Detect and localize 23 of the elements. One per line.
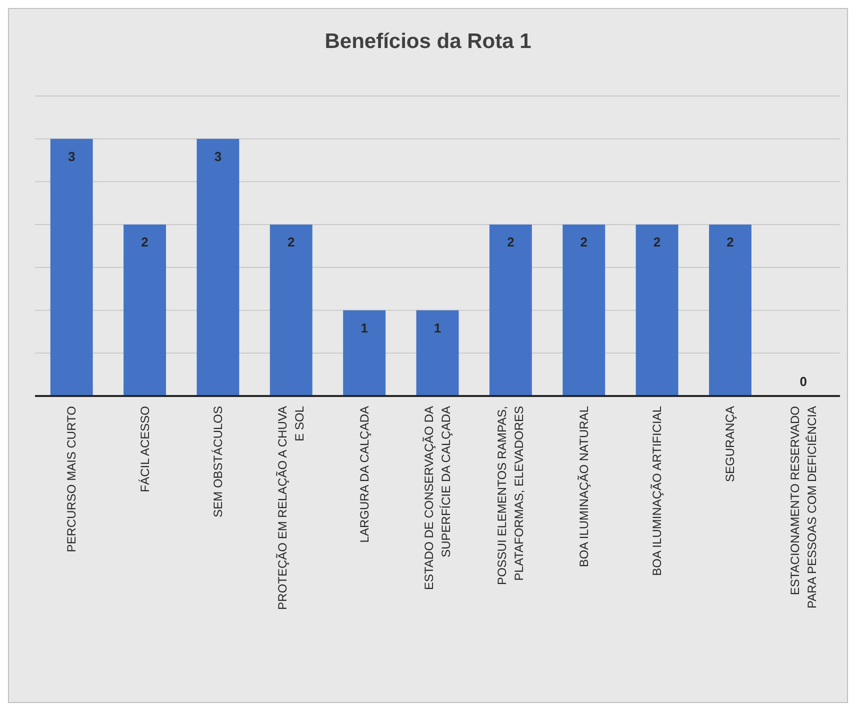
x-tick-label: ESTACIONAMENTO RESERVADO PARA PESSOAS COM DEFICIÊNCIA bbox=[788, 406, 819, 608]
x-tick-label: BOA ILUMINAÇÃO ARTIFICIAL bbox=[650, 406, 664, 576]
data-label: 2 bbox=[288, 234, 295, 250]
x-tick-label: POSSUI ELEMENTOS RAMPAS, PLATAFORMAS, ELEVADORES bbox=[495, 406, 526, 585]
data-label: 2 bbox=[580, 234, 588, 250]
data-label: 1 bbox=[434, 320, 442, 336]
x-tick-label: ESTADO DE CONSERVAÇÃO DA SUPERFÍCIE DA CALÇADA bbox=[422, 406, 453, 590]
data-label: 2 bbox=[653, 234, 661, 250]
x-tick-label: SEGURANÇA bbox=[723, 406, 738, 482]
data-label: 3 bbox=[68, 148, 76, 164]
x-tick-label: LARGURA DA CALÇADA bbox=[357, 406, 372, 543]
data-label: 0 bbox=[800, 374, 808, 389]
data-label: 3 bbox=[214, 148, 222, 164]
x-tick-label: SEM OBSTÁCULOS bbox=[210, 406, 225, 518]
data-label: 2 bbox=[726, 234, 734, 250]
x-tick-label: FÁCIL ACESSO bbox=[138, 406, 152, 492]
data-label: 1 bbox=[360, 320, 368, 336]
x-tick-label: PROTEÇÃO EM RELAÇÃO A CHUVA E SOL bbox=[276, 406, 307, 610]
x-tick-label: PERCURSO MAIS CURTO bbox=[64, 406, 79, 552]
x-tick-label: BOA ILUMINAÇÃO NATURAL bbox=[576, 406, 591, 568]
data-label: 2 bbox=[141, 234, 148, 250]
data-label: 2 bbox=[507, 234, 514, 250]
chart-title: Benefícios da Rota 1 bbox=[324, 30, 532, 53]
